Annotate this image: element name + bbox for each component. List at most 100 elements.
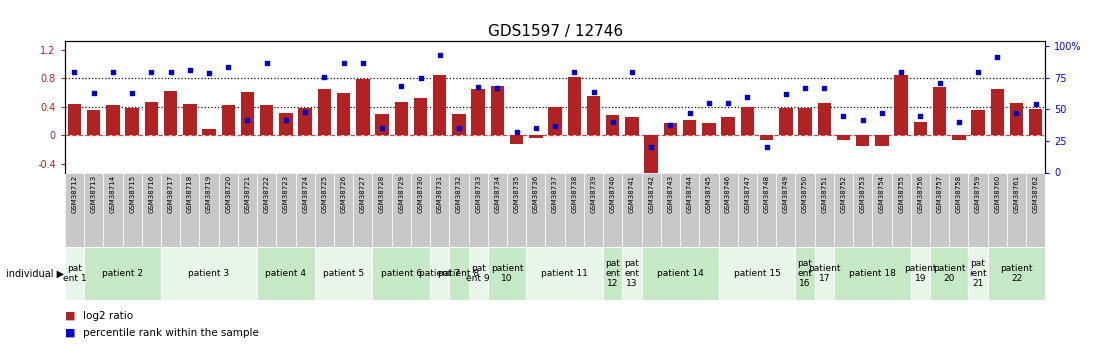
Bar xyxy=(468,172,487,247)
Bar xyxy=(913,122,927,136)
Point xyxy=(1007,110,1025,116)
Text: GSM38716: GSM38716 xyxy=(149,175,154,213)
Point xyxy=(489,85,506,91)
Bar xyxy=(315,247,372,300)
Bar xyxy=(433,75,446,136)
Bar xyxy=(548,107,562,136)
Text: GSM38723: GSM38723 xyxy=(283,175,288,213)
Bar xyxy=(276,172,295,247)
Bar xyxy=(257,172,276,247)
Point xyxy=(66,69,84,75)
Point xyxy=(642,145,660,150)
Point xyxy=(892,69,910,75)
Bar xyxy=(1007,172,1026,247)
Text: GSM38729: GSM38729 xyxy=(398,175,405,213)
Bar xyxy=(683,120,697,136)
Text: GSM38715: GSM38715 xyxy=(130,175,135,213)
Bar xyxy=(510,136,523,144)
Bar xyxy=(972,110,985,136)
Bar xyxy=(142,172,161,247)
Bar xyxy=(1029,109,1042,136)
Text: GSM38756: GSM38756 xyxy=(918,175,923,213)
Bar xyxy=(795,172,815,247)
Text: GSM38739: GSM38739 xyxy=(590,175,597,213)
Bar xyxy=(487,172,508,247)
Bar xyxy=(953,136,966,140)
Text: GSM38727: GSM38727 xyxy=(360,175,366,213)
Bar xyxy=(240,92,254,136)
Bar xyxy=(642,247,719,300)
Text: patient 3: patient 3 xyxy=(189,269,229,278)
Bar xyxy=(699,172,719,247)
Bar xyxy=(661,172,680,247)
Text: GSM38762: GSM38762 xyxy=(1033,175,1039,213)
Text: GSM38745: GSM38745 xyxy=(705,175,712,213)
Bar xyxy=(183,104,197,136)
Text: GSM38741: GSM38741 xyxy=(629,175,635,213)
Bar xyxy=(795,247,815,300)
Bar xyxy=(968,172,987,247)
Text: GSM38759: GSM38759 xyxy=(975,175,980,213)
Bar xyxy=(449,247,468,300)
Bar xyxy=(872,172,891,247)
Text: ■: ■ xyxy=(65,328,75,338)
Bar xyxy=(491,86,504,136)
Bar xyxy=(372,247,430,300)
Bar xyxy=(65,172,84,247)
Bar xyxy=(779,108,793,136)
Point xyxy=(796,85,814,91)
Bar xyxy=(757,172,776,247)
Bar xyxy=(546,172,565,247)
Text: GSM38760: GSM38760 xyxy=(994,175,1001,213)
Text: patient 7: patient 7 xyxy=(419,269,461,278)
Point xyxy=(142,69,160,75)
Text: patient 18: patient 18 xyxy=(849,269,896,278)
Bar xyxy=(161,247,257,300)
Point xyxy=(834,113,852,119)
Text: GSM38753: GSM38753 xyxy=(860,175,865,213)
Bar xyxy=(164,91,178,136)
Point xyxy=(373,126,391,131)
Bar xyxy=(144,102,158,136)
Point xyxy=(411,75,429,81)
Bar xyxy=(623,172,642,247)
Bar xyxy=(623,247,642,300)
Bar xyxy=(949,172,968,247)
Text: GSM38724: GSM38724 xyxy=(302,175,309,213)
Point xyxy=(815,85,833,91)
Text: GSM38749: GSM38749 xyxy=(783,175,789,213)
Point xyxy=(527,126,544,131)
Point xyxy=(1026,102,1044,107)
Point xyxy=(547,123,565,129)
Point xyxy=(854,117,872,122)
Bar xyxy=(836,136,850,140)
Bar xyxy=(584,172,603,247)
Bar xyxy=(180,172,199,247)
Text: patient 11: patient 11 xyxy=(541,269,588,278)
Bar xyxy=(853,172,872,247)
Point xyxy=(604,119,622,125)
Bar xyxy=(260,105,274,136)
Bar xyxy=(161,172,180,247)
Bar xyxy=(776,172,795,247)
Text: GSM38734: GSM38734 xyxy=(494,175,501,213)
Text: GSM38735: GSM38735 xyxy=(513,175,520,213)
Bar xyxy=(875,136,889,146)
Text: pat
ent
12: pat ent 12 xyxy=(605,259,620,288)
Bar xyxy=(315,172,334,247)
Bar xyxy=(529,136,542,138)
Text: GSM38748: GSM38748 xyxy=(764,175,769,213)
Bar xyxy=(719,247,795,300)
Point xyxy=(969,69,987,75)
Text: GSM38718: GSM38718 xyxy=(187,175,192,213)
Text: GSM38758: GSM38758 xyxy=(956,175,961,213)
Bar xyxy=(219,172,238,247)
Bar xyxy=(603,247,623,300)
Bar xyxy=(527,247,603,300)
Text: patient 8: patient 8 xyxy=(438,269,480,278)
Text: GSM38744: GSM38744 xyxy=(686,175,693,213)
Bar xyxy=(738,172,757,247)
Text: log2 ratio: log2 ratio xyxy=(83,311,133,321)
Text: GSM38712: GSM38712 xyxy=(72,175,77,213)
Point xyxy=(238,117,256,122)
